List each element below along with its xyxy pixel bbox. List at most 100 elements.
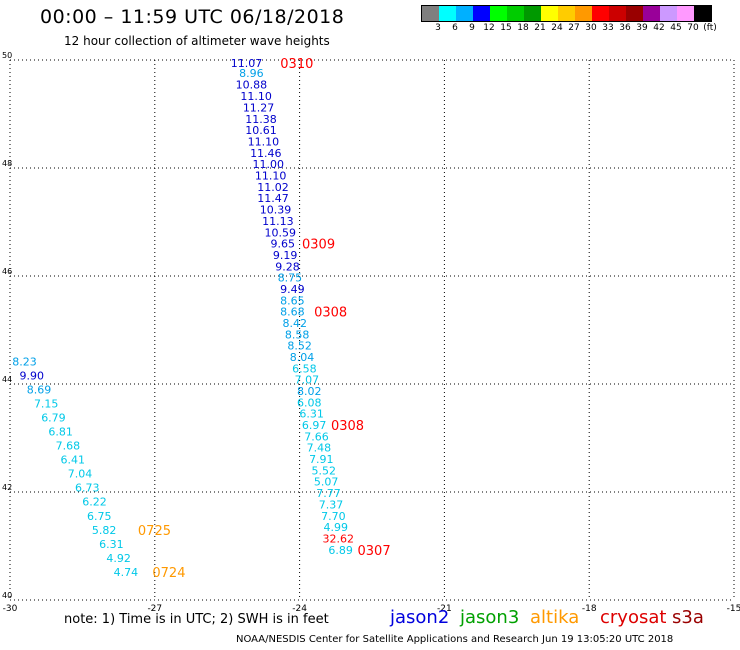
satellite-legend-altika: altika xyxy=(530,607,580,628)
footer-note: note: 1) Time is in UTC; 2) SWH is in fe… xyxy=(64,612,329,627)
color-scale-label: 42 xyxy=(653,23,665,33)
wave-height-label: 7.91 xyxy=(309,453,334,466)
wave-height-label: 10.59 xyxy=(265,226,297,239)
wave-height-label: 6.31 xyxy=(299,408,324,421)
wave-height-label: 5.52 xyxy=(311,464,336,477)
wave-height-label: 9.90 xyxy=(19,369,44,382)
wave-height-label: 11.02 xyxy=(257,181,289,194)
color-swatch xyxy=(677,6,694,21)
wave-height-label: 4.92 xyxy=(106,552,131,565)
color-scale-label: 70 xyxy=(687,23,699,33)
wave-height-label: 8.23 xyxy=(12,355,37,368)
wave-height-label: 11.46 xyxy=(250,147,282,160)
wave-height-label: 7.04 xyxy=(68,468,93,481)
wave-height-label: 11.00 xyxy=(252,158,284,171)
color-scale-label: 39 xyxy=(636,23,648,33)
wave-height-label: 32.62 xyxy=(322,532,354,545)
pass-time-label: 0307 xyxy=(358,544,391,559)
wave-height-label: 11.47 xyxy=(257,192,289,205)
satellite-legend-jason2: jason2 xyxy=(390,607,450,628)
color-scale-label: 15 xyxy=(500,23,512,33)
color-swatch xyxy=(609,6,626,21)
color-scale-label: 18 xyxy=(517,23,529,33)
color-scale-label: 33 xyxy=(602,23,614,33)
satellite-legend-s3a: s3a xyxy=(672,607,704,628)
wave-height-label: 11.10 xyxy=(255,170,287,183)
y-tick-label: 40 xyxy=(2,591,12,600)
wave-height-label: 10.88 xyxy=(236,78,268,91)
wave-height-label: 5.82 xyxy=(92,524,117,537)
wave-height-label: 9.28 xyxy=(275,260,300,273)
wave-height-label: 7.66 xyxy=(304,430,329,443)
wave-height-label: 11.38 xyxy=(245,113,277,126)
wave-height-label: 8.68 xyxy=(280,306,305,319)
wave-height-label: 6.31 xyxy=(99,538,124,551)
wave-height-label: 8.04 xyxy=(290,351,315,364)
wave-height-label: 8.02 xyxy=(297,385,322,398)
wave-height-label: 5.07 xyxy=(314,476,339,489)
color-scale-legend xyxy=(421,5,712,22)
color-swatch xyxy=(643,6,660,21)
chart-subtitle: 12 hour collection of altimeter wave hei… xyxy=(64,34,330,48)
wave-height-label: 9.65 xyxy=(270,238,295,251)
wave-height-label: 6.89 xyxy=(328,544,353,557)
wave-height-label: 6.41 xyxy=(60,454,85,467)
x-tick-label: -24 xyxy=(292,604,307,614)
wave-height-label: 11.10 xyxy=(248,136,280,149)
color-swatch xyxy=(422,6,439,21)
wave-height-label: 6.81 xyxy=(48,426,73,439)
wave-height-label: 11.27 xyxy=(243,102,275,115)
wave-height-label: 4.99 xyxy=(324,521,349,534)
wave-height-label: 8.52 xyxy=(287,340,312,353)
wave-height-label: 8.69 xyxy=(27,383,52,396)
wave-height-label: 4.74 xyxy=(114,566,139,579)
wave-height-label: 7.15 xyxy=(34,397,59,410)
wave-height-label: 6.73 xyxy=(75,482,100,495)
wave-height-label: 9.19 xyxy=(273,249,298,262)
x-tick-label: -18 xyxy=(582,604,597,614)
wave-height-label: 8.58 xyxy=(285,328,310,341)
wave-height-label: 8.75 xyxy=(278,272,303,285)
pass-time-label: 0310 xyxy=(280,57,313,72)
wave-height-label: 10.39 xyxy=(260,204,292,217)
chart-title: 00:00 – 11:59 UTC 06/18/2018 xyxy=(40,6,345,28)
x-tick-label: -27 xyxy=(147,604,162,614)
color-swatch xyxy=(626,6,643,21)
color-scale-label: 27 xyxy=(568,23,580,33)
color-swatch xyxy=(473,6,490,21)
wave-height-label: 6.97 xyxy=(302,419,327,432)
y-tick-label: 46 xyxy=(2,267,12,276)
wave-height-label: 6.58 xyxy=(292,362,317,375)
color-scale-label: 45 xyxy=(670,23,682,33)
color-scale-label: 12 xyxy=(483,23,495,33)
wave-height-label: 11.13 xyxy=(262,215,294,228)
color-scale-label: 36 xyxy=(619,23,631,33)
color-swatch xyxy=(507,6,524,21)
wave-height-label: 7.70 xyxy=(321,510,346,523)
color-swatch xyxy=(524,6,541,21)
color-swatch xyxy=(456,6,473,21)
color-swatch xyxy=(439,6,456,21)
wave-height-label: 10.61 xyxy=(245,124,277,137)
x-tick-label: -30 xyxy=(3,604,18,614)
color-swatch xyxy=(558,6,575,21)
wave-height-label: 6.79 xyxy=(41,411,66,424)
pass-time-label: 0308 xyxy=(314,306,347,321)
color-scale-label: (ft) xyxy=(703,23,717,33)
satellite-legend-cryosat: cryosat xyxy=(600,607,667,628)
wave-height-label: 8.42 xyxy=(283,317,308,330)
wave-height-label: 7.07 xyxy=(295,374,320,387)
wave-height-label: 7.77 xyxy=(316,487,341,500)
x-tick-label: -21 xyxy=(437,604,452,614)
color-scale-label: 21 xyxy=(534,23,546,33)
color-swatch xyxy=(541,6,558,21)
color-swatch xyxy=(490,6,507,21)
color-scale-label: 6 xyxy=(452,23,458,33)
wave-height-label: 11.10 xyxy=(240,90,272,103)
color-scale-label: 9 xyxy=(469,23,475,33)
color-scale-label: 3 xyxy=(435,23,441,33)
wave-height-label: 11.07 xyxy=(231,57,263,70)
x-tick-label: -15 xyxy=(727,604,740,614)
color-scale-label: 24 xyxy=(551,23,563,33)
wave-height-label: 6.22 xyxy=(82,496,107,509)
